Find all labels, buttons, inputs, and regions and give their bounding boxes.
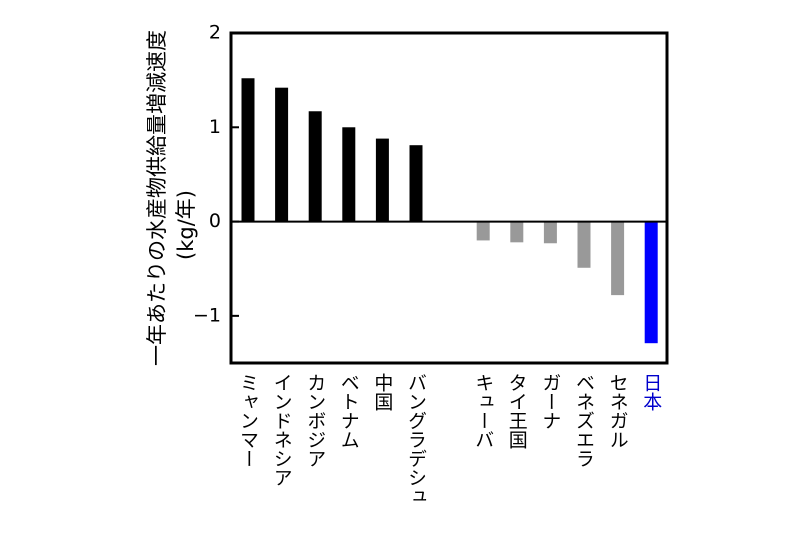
y-axis-title: 一年あたりの水産物供給量増減速度 (kg/年)	[145, 30, 198, 366]
category-label: ベトナム	[338, 373, 360, 449]
y-tick-label: 0	[209, 210, 221, 232]
plot-frame	[229, 31, 669, 365]
bar	[275, 87, 289, 222]
y-tick-label: 2	[209, 22, 221, 44]
bar	[510, 221, 524, 243]
y-axis-ticks: 2 1 0 −1	[193, 22, 239, 326]
category-label: インドネシア	[271, 373, 293, 487]
bar	[342, 127, 356, 222]
bar	[644, 221, 658, 344]
category-label: セネガル	[607, 373, 629, 449]
bar	[241, 78, 255, 222]
bar	[308, 111, 322, 222]
y-axis-unit: (kg/年)	[174, 190, 198, 260]
bars	[241, 78, 658, 344]
x-axis-category-labels: ミャンマー インドネシア カンボジア ベトナム 中国 バングラデシュ キューバ タイ王国 ガーナ…	[237, 373, 662, 506]
bar	[611, 221, 625, 296]
bar	[543, 221, 557, 244]
category-label: ベネズエラ	[573, 373, 595, 468]
category-label: ミャンマー	[237, 373, 259, 468]
category-label: ガーナ	[539, 373, 561, 430]
bar	[476, 221, 490, 241]
bar	[375, 138, 389, 222]
category-label: 日本	[640, 373, 662, 411]
y-tick-label: 1	[209, 116, 221, 138]
category-label: キューバ	[472, 373, 494, 449]
y-tick-label: −1	[193, 304, 221, 326]
y-axis-label: 一年あたりの水産物供給量増減速度	[145, 30, 169, 366]
category-label: バングラデシュ	[405, 373, 427, 506]
category-label: カンボジア	[304, 373, 326, 468]
category-label: 中国	[371, 373, 393, 411]
bar	[409, 145, 423, 222]
bar	[577, 221, 591, 268]
category-label: タイ王国	[506, 373, 528, 449]
